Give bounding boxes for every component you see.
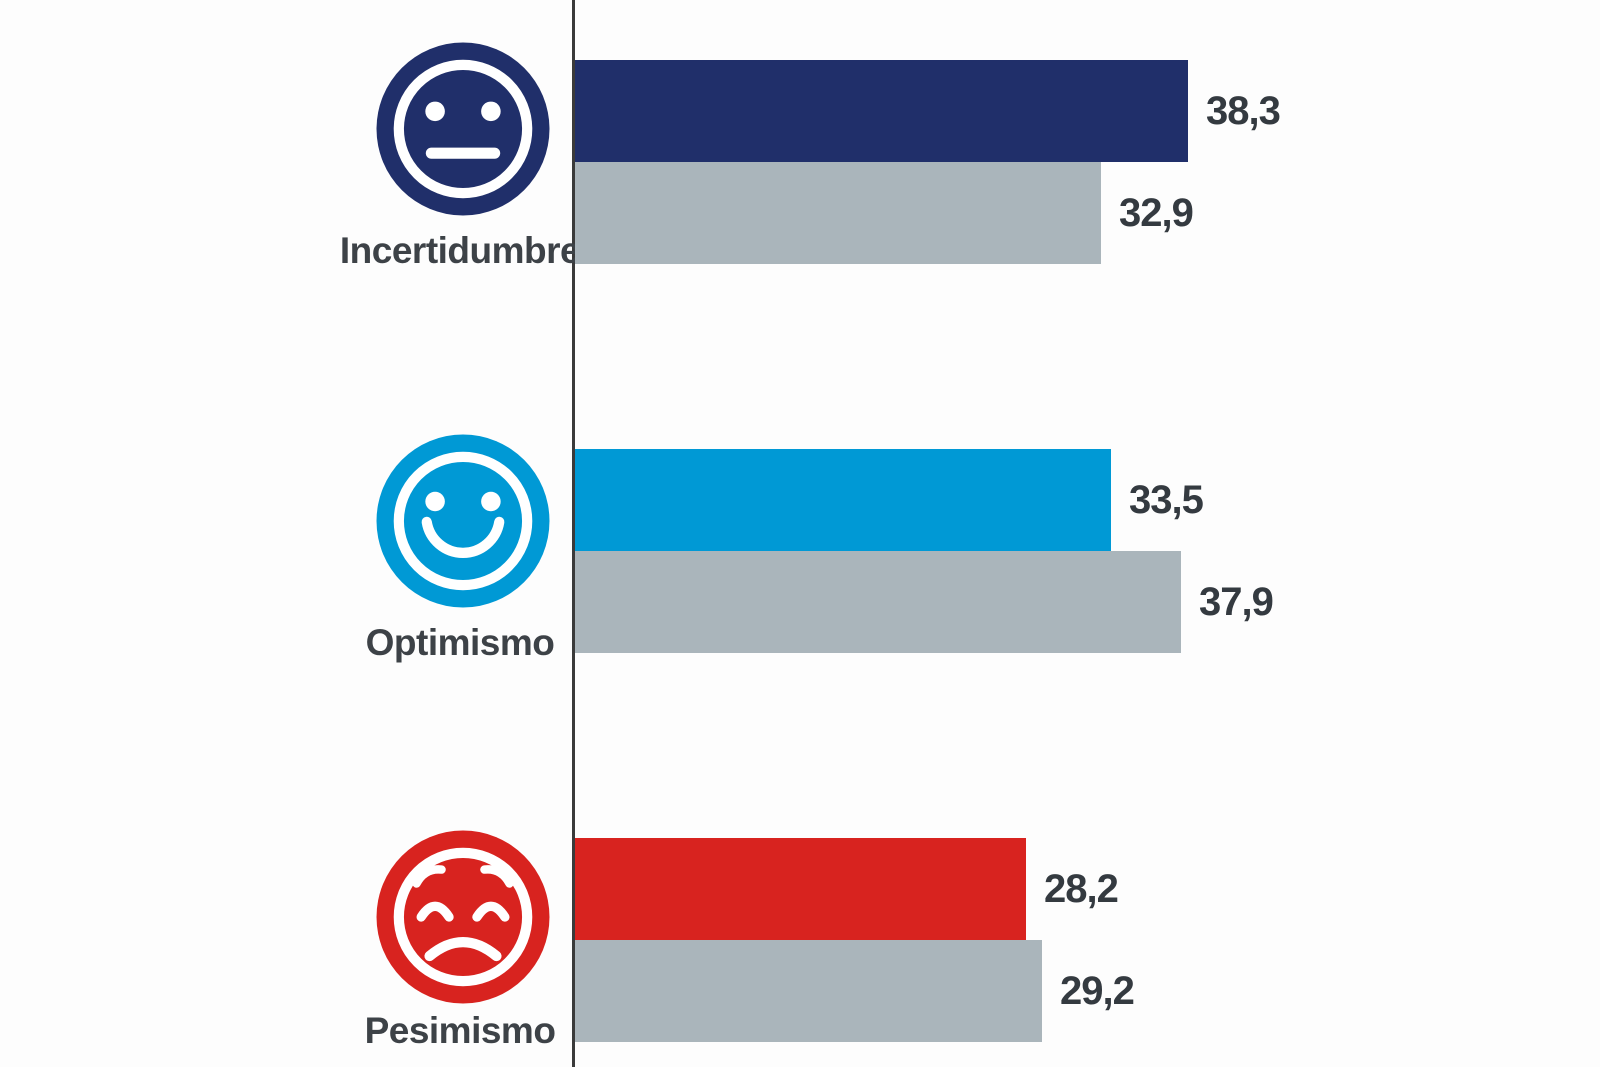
category-label-incertidumbre: Incertidumbre bbox=[339, 230, 581, 271]
worried-face-icon bbox=[370, 824, 556, 1010]
y-axis-baseline bbox=[572, 0, 575, 1067]
primary-value-pesimismo: 28,2 bbox=[1044, 867, 1119, 911]
comparison-value-optimismo: 37,9 bbox=[1199, 580, 1274, 624]
category-label-pesimismo: Pesimismo bbox=[364, 1010, 556, 1051]
smiling-face-icon bbox=[370, 428, 556, 614]
comparison-value-pesimismo: 29,2 bbox=[1060, 969, 1135, 1013]
neutral-face-icon bbox=[370, 36, 556, 222]
comparison-value-incertidumbre: 32,9 bbox=[1119, 191, 1194, 235]
primary-bar-optimismo bbox=[575, 449, 1111, 551]
primary-bar-pesimismo bbox=[575, 838, 1026, 940]
category-label-optimismo: Optimismo bbox=[365, 622, 555, 663]
primary-bar-incertidumbre bbox=[575, 60, 1188, 162]
comparison-bar-optimismo bbox=[575, 551, 1181, 653]
primary-value-optimismo: 33,5 bbox=[1129, 478, 1204, 522]
comparison-bar-incertidumbre bbox=[575, 162, 1101, 264]
comparison-bar-pesimismo bbox=[575, 940, 1042, 1042]
primary-value-incertidumbre: 38,3 bbox=[1206, 89, 1281, 133]
